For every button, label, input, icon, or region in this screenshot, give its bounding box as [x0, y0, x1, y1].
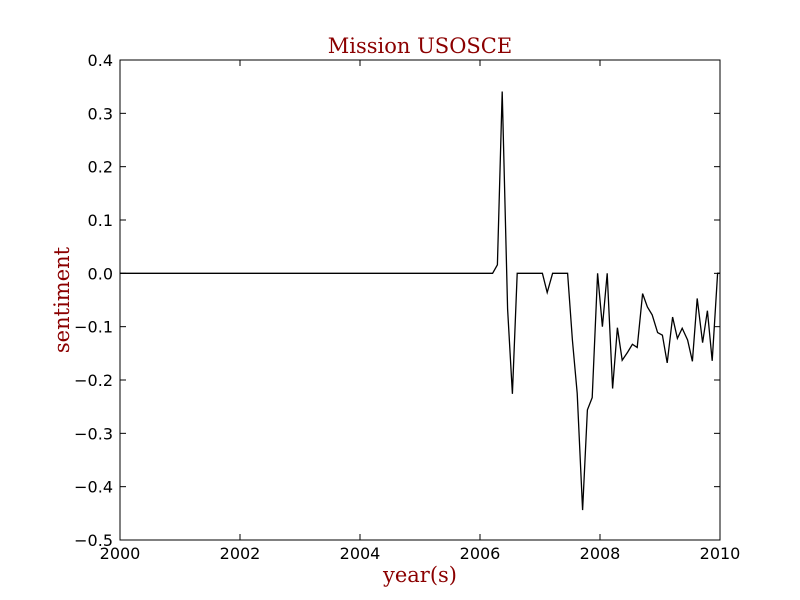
series-layer [120, 91, 720, 511]
x-tick-label: 2006 [460, 544, 501, 563]
y-tick-label: 0.0 [88, 264, 113, 283]
y-tick-label: −0.4 [74, 478, 113, 497]
chart-title: Mission USOSCE [328, 34, 512, 58]
y-tick-label: 0.4 [88, 51, 113, 70]
x-tick-label: 2000 [100, 544, 141, 563]
series-line [120, 91, 720, 511]
x-tick-label: 2008 [580, 544, 621, 563]
y-tick-label: 0.3 [88, 104, 113, 123]
y-tick-label: 0.2 [88, 158, 113, 177]
y-tick-label: −0.2 [74, 371, 113, 390]
y-tick-label: 0.1 [88, 211, 113, 230]
x-tick-label: 2004 [340, 544, 381, 563]
x-tick-label: 2002 [220, 544, 261, 563]
tick-layer: 2000 2002 2004 2006 2008 2010 0.4 0.3 0.2 0.1 0.0 −… [74, 51, 740, 563]
x-tick-label: 2010 [700, 544, 741, 563]
y-tick-label: −0.1 [74, 318, 113, 337]
plot-frame [119, 59, 721, 541]
y-tick-label: −0.3 [74, 424, 113, 443]
y-axis-label: sentiment [50, 246, 74, 353]
x-axis-label: year(s) [382, 563, 457, 587]
y-tick-label: −0.5 [74, 531, 113, 550]
